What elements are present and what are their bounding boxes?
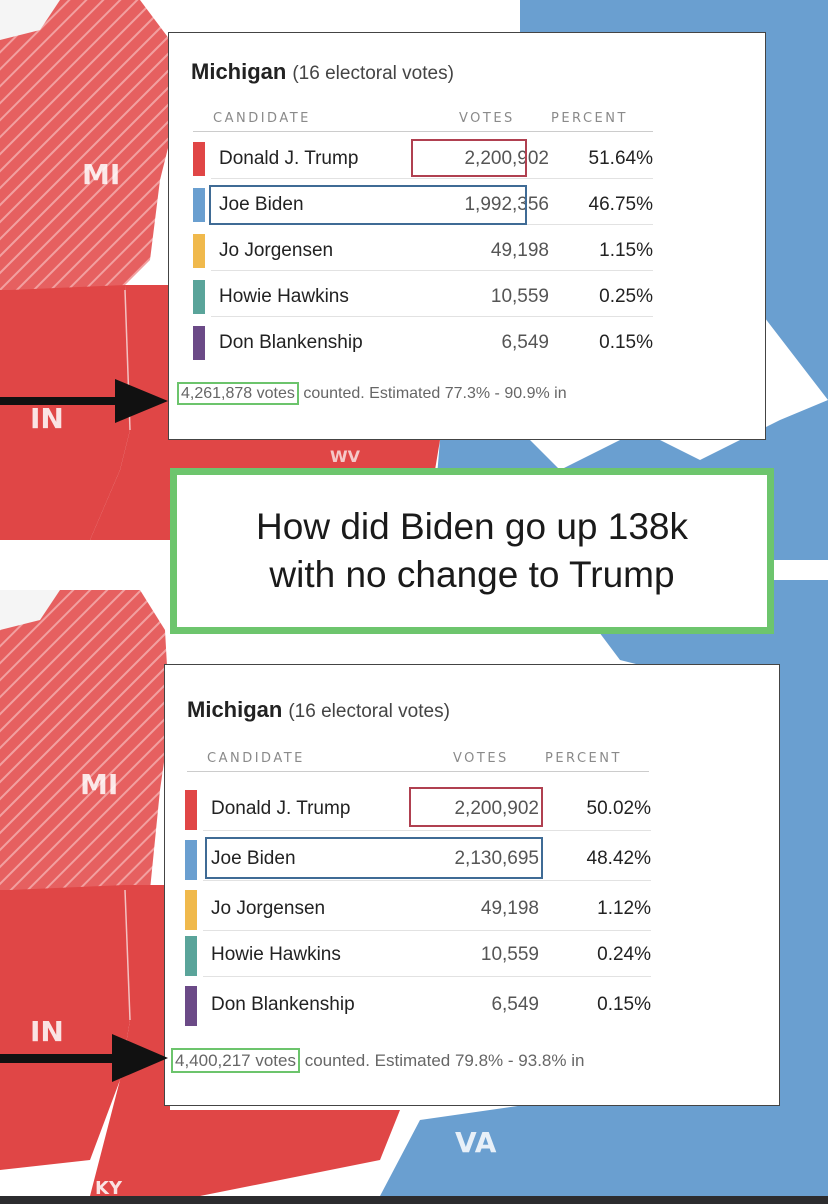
- party-swatch: [185, 790, 197, 830]
- state-label-ky: KY: [95, 1178, 122, 1196]
- header-candidate: CANDIDATE: [213, 111, 311, 126]
- party-swatch: [193, 234, 205, 268]
- state-label-mi: MI: [82, 158, 121, 191]
- candidate-votes: 2,200,902: [454, 798, 539, 819]
- table-row: Don Blankenship 6,549 0.15%: [185, 983, 651, 1027]
- candidate-name: Howie Hawkins: [211, 944, 341, 965]
- header-divider: [187, 771, 649, 772]
- header-percent: PERCENT: [545, 751, 622, 766]
- table-row: Donald J. Trump 2,200,902 50.02%: [185, 787, 651, 831]
- electoral-votes: (16 electoral votes): [288, 701, 450, 722]
- state-label-in: IN: [30, 1015, 64, 1048]
- panel-title: Michigan (16 electoral votes): [191, 59, 454, 85]
- callout-line-1: How did Biden go up 138k: [256, 506, 688, 547]
- state-name: Michigan: [191, 59, 287, 84]
- arrow-bottom: [0, 1034, 168, 1082]
- table-row: Don Blankenship 6,549 0.15%: [193, 323, 653, 363]
- candidate-votes: 6,549: [491, 994, 539, 1015]
- candidate-name: Jo Jorgensen: [219, 240, 334, 261]
- candidate-name: Joe Biden: [211, 848, 296, 869]
- candidate-votes: 2,130,695: [454, 848, 539, 869]
- candidate-name: Donald J. Trump: [219, 148, 359, 169]
- table-row: Howie Hawkins 10,559 0.24%: [185, 933, 651, 977]
- candidate-votes: 1,992,356: [464, 194, 549, 215]
- results-panel-top: Michigan (16 electoral votes) CANDIDATE V…: [168, 32, 766, 440]
- party-swatch: [193, 326, 205, 360]
- table-row: Jo Jorgensen 49,198 1.12%: [185, 887, 651, 931]
- votes-counted-footer: 4,261,878 votes counted. Estimated 77.3%…: [177, 382, 567, 405]
- party-swatch: [185, 890, 197, 930]
- party-swatch: [185, 840, 197, 880]
- state-label-wv: WV: [330, 447, 361, 466]
- candidate-votes: 6,549: [501, 332, 549, 353]
- party-swatch: [193, 188, 205, 222]
- candidate-name: Don Blankenship: [211, 994, 355, 1015]
- bottom-bar: [0, 1196, 828, 1204]
- header-percent: PERCENT: [551, 111, 628, 126]
- candidate-name: Howie Hawkins: [219, 286, 349, 307]
- candidate-percent: 48.42%: [586, 848, 651, 869]
- candidate-percent: 46.75%: [588, 194, 653, 215]
- candidate-percent: 1.15%: [599, 240, 653, 261]
- candidate-votes: 49,198: [490, 240, 549, 261]
- candidate-votes: 49,198: [480, 898, 539, 919]
- party-swatch: [185, 936, 197, 976]
- table-row: Joe Biden 1,992,356 46.75%: [193, 185, 653, 225]
- state-label-mi: MI: [80, 768, 119, 801]
- total-votes-highlight: 4,400,217 votes: [171, 1048, 300, 1073]
- candidate-name: Joe Biden: [219, 194, 304, 215]
- header-votes: VOTES: [453, 751, 509, 766]
- arrow-top: [0, 379, 168, 423]
- candidate-name: Don Blankenship: [219, 332, 363, 353]
- header-candidate: CANDIDATE: [207, 751, 305, 766]
- candidate-votes: 2,200,902: [464, 148, 549, 169]
- table-row: Joe Biden 2,130,695 48.42%: [185, 837, 651, 881]
- state-name: Michigan: [187, 697, 283, 722]
- panel-title: Michigan (16 electoral votes): [187, 697, 450, 723]
- callout-box: How did Biden go up 138k with no change …: [170, 468, 774, 634]
- candidate-percent: 0.15%: [597, 994, 651, 1015]
- candidate-percent: 50.02%: [586, 798, 651, 819]
- table-row: Howie Hawkins 10,559 0.25%: [193, 277, 653, 317]
- estimate-text: counted. Estimated 79.8% - 93.8% in: [304, 1051, 585, 1070]
- trump-votes-highlight: [411, 139, 527, 177]
- candidate-percent: 0.15%: [599, 332, 653, 353]
- votes-counted-footer: 4,400,217 votes counted. Estimated 79.8%…: [171, 1048, 585, 1073]
- candidate-name: Donald J. Trump: [211, 798, 351, 819]
- party-swatch: [193, 280, 205, 314]
- candidate-percent: 51.64%: [588, 148, 653, 169]
- header-votes: VOTES: [459, 111, 515, 126]
- candidate-percent: 0.25%: [599, 286, 653, 307]
- biden-highlight: [205, 837, 543, 879]
- candidate-percent: 1.12%: [597, 898, 651, 919]
- candidate-name: Jo Jorgensen: [211, 898, 326, 919]
- candidate-votes: 10,559: [490, 286, 549, 307]
- state-label-in: IN: [30, 402, 64, 435]
- estimate-text: counted. Estimated 77.3% - 90.9% in: [303, 385, 567, 402]
- callout-line-2: with no change to Trump: [269, 554, 675, 595]
- candidate-percent: 0.24%: [597, 944, 651, 965]
- electoral-votes: (16 electoral votes): [292, 63, 454, 84]
- state-label-va: VA: [455, 1126, 497, 1159]
- total-votes-highlight: 4,261,878 votes: [177, 382, 299, 405]
- party-swatch: [185, 986, 197, 1026]
- table-row: Donald J. Trump 2,200,902 51.64%: [193, 139, 653, 179]
- results-panel-bottom: Michigan (16 electoral votes) CANDIDATE V…: [164, 664, 780, 1106]
- trump-votes-highlight: [409, 787, 543, 827]
- party-swatch: [193, 142, 205, 176]
- biden-highlight: [209, 185, 527, 225]
- table-row: Jo Jorgensen 49,198 1.15%: [193, 231, 653, 271]
- candidate-votes: 10,559: [480, 944, 539, 965]
- header-divider: [193, 131, 653, 132]
